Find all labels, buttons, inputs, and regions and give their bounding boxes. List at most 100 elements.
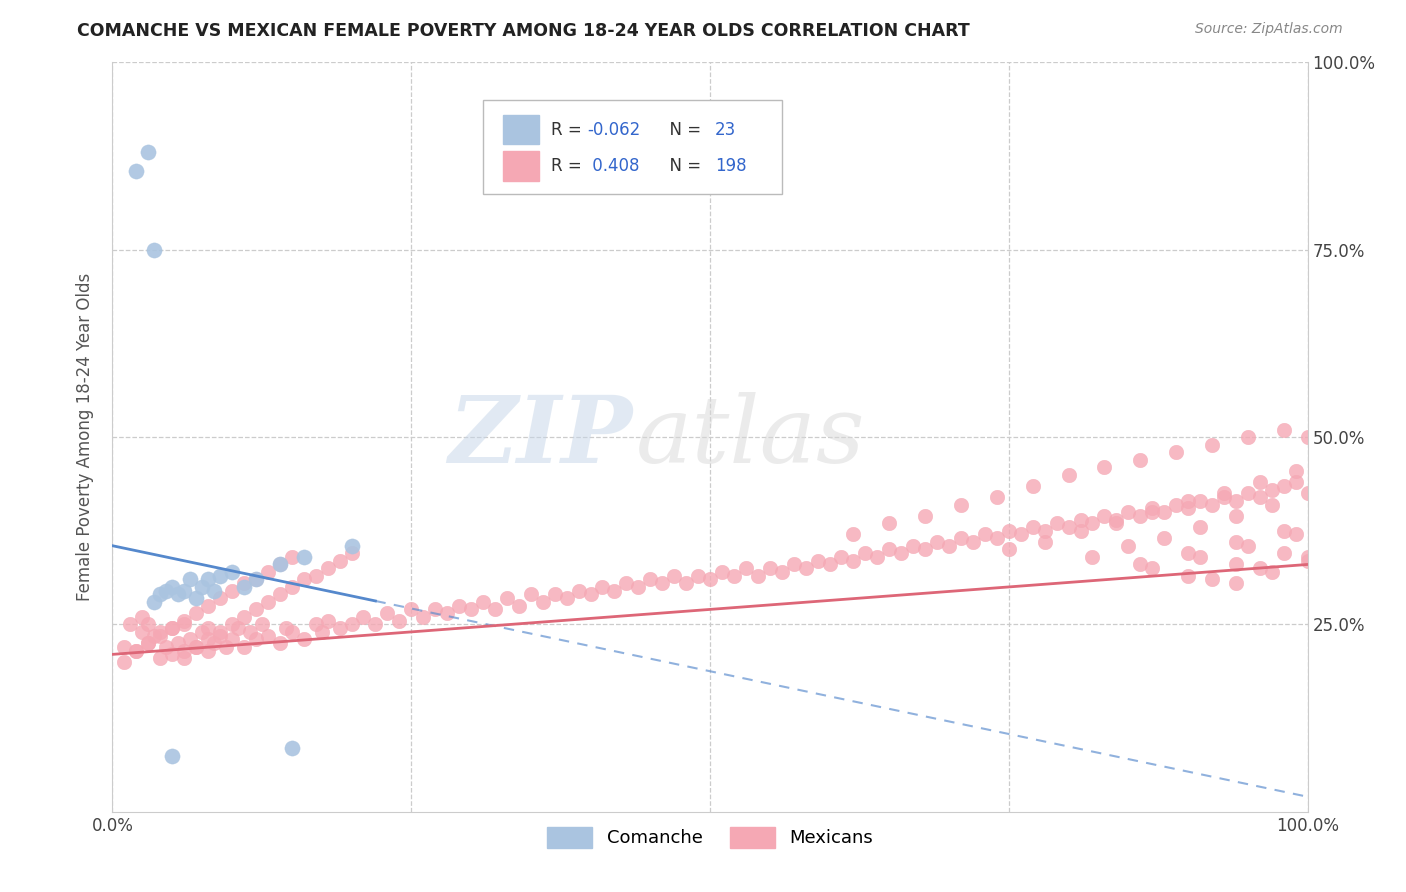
Text: 23: 23 <box>714 120 737 138</box>
Point <box>305 568 328 582</box>
Point <box>1129 508 1152 523</box>
Point <box>1285 464 1308 478</box>
Point <box>155 583 177 598</box>
Point <box>472 595 495 609</box>
Point <box>890 546 912 560</box>
Point <box>555 591 578 606</box>
Point <box>143 629 166 643</box>
Point <box>1189 549 1212 564</box>
Point <box>138 636 160 650</box>
Point <box>903 539 925 553</box>
Point <box>496 591 519 606</box>
Point <box>329 554 352 568</box>
Point <box>173 617 195 632</box>
Point <box>1057 520 1080 534</box>
Point <box>269 636 291 650</box>
Point <box>640 573 662 587</box>
Point <box>879 542 901 557</box>
Point <box>202 583 225 598</box>
Point <box>1070 512 1092 526</box>
Text: N =: N = <box>658 157 706 175</box>
Point <box>167 587 190 601</box>
Text: R =: R = <box>551 157 588 175</box>
Point <box>257 629 280 643</box>
Point <box>1033 524 1056 538</box>
Point <box>986 531 1008 545</box>
Point <box>269 558 291 572</box>
Point <box>1105 512 1128 526</box>
Point <box>1237 430 1260 444</box>
Point <box>879 516 901 531</box>
Point <box>688 568 710 582</box>
Point <box>352 610 374 624</box>
Point <box>1094 460 1116 475</box>
Bar <box>503 114 538 145</box>
Point <box>197 643 219 657</box>
Point <box>364 617 387 632</box>
Point <box>412 610 434 624</box>
Point <box>1177 501 1199 516</box>
Text: 198: 198 <box>714 157 747 175</box>
Point <box>149 651 172 665</box>
Point <box>1177 568 1199 582</box>
Point <box>226 621 249 635</box>
Point <box>447 599 470 613</box>
Point <box>1010 527 1032 541</box>
Point <box>114 640 135 654</box>
Point <box>950 531 973 545</box>
Point <box>1153 531 1175 545</box>
Point <box>125 643 148 657</box>
Point <box>221 617 243 632</box>
Point <box>1070 524 1092 538</box>
Point <box>675 576 697 591</box>
Point <box>340 539 363 553</box>
Point <box>257 595 280 609</box>
Point <box>986 490 1008 504</box>
Point <box>1081 549 1104 564</box>
Point <box>1225 558 1247 572</box>
Point <box>1285 527 1308 541</box>
Point <box>831 549 853 564</box>
Point <box>484 602 506 616</box>
Point <box>520 587 543 601</box>
Point <box>120 617 142 632</box>
Point <box>281 580 304 594</box>
Point <box>149 587 172 601</box>
Point <box>221 632 243 647</box>
Point <box>257 565 280 579</box>
Point <box>269 587 291 601</box>
Point <box>292 632 315 647</box>
Point <box>842 527 865 541</box>
Point <box>173 643 195 657</box>
Point <box>603 583 626 598</box>
Point <box>1118 539 1140 553</box>
Point <box>1142 505 1164 519</box>
Point <box>209 629 232 643</box>
Point <box>1296 549 1319 564</box>
Point <box>179 632 201 647</box>
Point <box>842 554 865 568</box>
Point <box>425 602 447 616</box>
Point <box>1225 508 1247 523</box>
Point <box>1225 535 1247 549</box>
Point <box>245 632 267 647</box>
Point <box>1201 498 1223 512</box>
Point <box>998 542 1021 557</box>
Point <box>914 508 936 523</box>
Point <box>162 621 183 635</box>
Point <box>1177 493 1199 508</box>
Point <box>592 580 614 594</box>
Point <box>807 554 830 568</box>
Point <box>1129 452 1152 467</box>
Point <box>794 561 817 575</box>
Point <box>1225 493 1247 508</box>
Point <box>938 539 960 553</box>
Point <box>782 558 804 572</box>
Point <box>1213 490 1236 504</box>
Point <box>1249 475 1271 489</box>
Point <box>568 583 591 598</box>
Point <box>197 599 219 613</box>
Point <box>855 546 877 560</box>
Point <box>221 565 243 579</box>
Point <box>186 640 208 654</box>
